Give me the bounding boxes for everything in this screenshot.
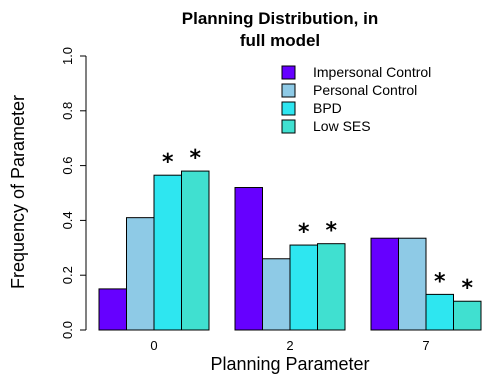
bar [317,243,346,331]
significance-markers: * * * * * * [162,146,474,301]
y-tick-label: 0.0 [60,321,75,339]
legend-label: Personal Control [313,82,417,98]
significance-star: * [162,150,174,175]
y-tick-label: 0.6 [60,157,75,175]
legend-label: Impersonal Control [313,64,431,80]
bar [126,217,155,331]
legend-swatch [281,119,296,134]
bar [98,288,127,331]
bar [181,170,210,331]
x-tick-label: 2 [286,338,293,353]
bar [289,244,318,331]
bar [370,237,399,331]
y-axis-label: Frequency of Parameter [8,95,28,289]
significance-star: * [298,220,310,245]
x-tick-label: 0 [150,338,157,353]
x-tick-label: 7 [422,338,429,353]
significance-star: * [189,146,201,171]
bar [453,300,482,331]
bar [425,293,454,331]
y-tick-label: 0.8 [60,102,75,120]
x-axis-label: Planning Parameter [210,354,369,374]
legend-label: Low SES [313,118,371,134]
legend: Impersonal Control Personal Control BPD Low… [281,64,431,134]
bar [398,237,427,331]
bar-groups [98,170,482,331]
chart-title-line-2: full model [240,31,320,50]
legend-swatch [281,101,296,116]
y-tick-label: 1.0 [60,47,75,65]
bar [153,174,182,331]
y-tick-label: 0.2 [60,266,75,284]
x-axis-tick-labels: 0 2 7 [150,338,429,353]
chart-title-line-1: Planning Distribution, in [182,9,378,28]
y-axis-ticks: 0.0 0.2 0.4 0.6 0.8 1.0 [60,47,86,339]
legend-swatch [281,83,296,98]
significance-star: * [434,269,446,294]
significance-star: * [461,276,473,301]
significance-star: * [325,219,337,244]
y-tick-label: 0.4 [60,211,75,229]
legend-label: BPD [313,100,342,116]
bar [262,258,291,331]
legend-swatch [281,65,296,80]
bar [234,187,263,331]
